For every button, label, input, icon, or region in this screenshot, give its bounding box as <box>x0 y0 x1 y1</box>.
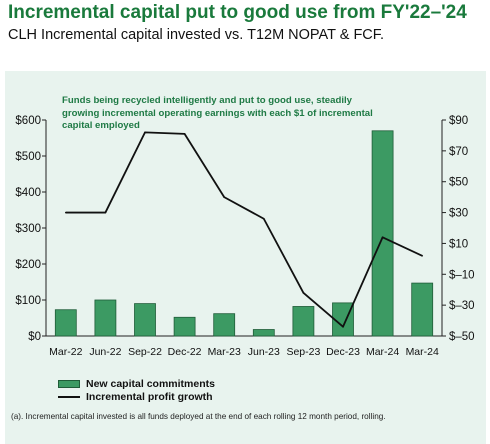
chart-panel <box>5 71 486 444</box>
x-tick-label: Sep-23 <box>286 346 320 358</box>
x-tick-label: Mar-24 <box>406 346 439 358</box>
y-right-tick-label: $–50 <box>449 331 475 343</box>
bar <box>292 306 315 337</box>
legend-entry-line: Incremental profit growth <box>58 390 215 403</box>
y-right-tick-label: $50 <box>449 177 468 189</box>
x-tick-label: Mar-24 <box>366 346 399 358</box>
y-right-tick-label: $–10 <box>449 269 475 281</box>
line-point <box>342 325 344 328</box>
bar <box>332 302 354 337</box>
line-point <box>223 196 225 198</box>
chart-title: Incremental capital put to good use from… <box>8 2 467 23</box>
line-point <box>302 292 305 294</box>
x-tick-label: Mar-22 <box>49 346 82 358</box>
chart-annotation: Funds being recycled intelligently and p… <box>62 95 373 131</box>
bar <box>134 303 156 337</box>
legend-entry-bars: New capital commitments <box>58 377 215 390</box>
series-line <box>65 131 423 328</box>
bar <box>173 316 196 337</box>
y-left-tick-label: $200 <box>15 259 41 271</box>
chart-legend: New capital commitments Incremental prof… <box>58 377 215 403</box>
chart-subtitle: CLH Incremental capital invested vs. T12… <box>8 27 385 43</box>
y-left-tick-label: $100 <box>15 295 41 307</box>
y-left-tick-label: $600 <box>15 115 41 127</box>
x-tick-label: Dec-22 <box>168 346 202 358</box>
footnote: (a). Incremental capital invested is all… <box>11 412 386 421</box>
x-tick-label: Jun-22 <box>89 346 121 358</box>
y-right-tick-label: $–30 <box>449 300 475 312</box>
x-tick-label: Sep-22 <box>128 346 162 358</box>
line-point <box>381 236 384 239</box>
y-right-tick-label: $10 <box>449 238 468 250</box>
line-point <box>144 131 146 134</box>
bar <box>411 282 434 337</box>
legend-label-line: Incremental profit growth <box>86 390 213 403</box>
y-right-tick-label: $90 <box>449 115 468 127</box>
y-left-tick-label: $0 <box>28 331 41 343</box>
bar <box>54 309 77 337</box>
y-left-tick-label: $400 <box>15 187 41 199</box>
line-point <box>183 133 186 135</box>
line-point <box>65 211 67 214</box>
bar <box>371 130 394 337</box>
x-tick-label: Dec-23 <box>326 346 360 358</box>
y-left-tick-label: $500 <box>15 151 41 163</box>
y-right-tick-label: $70 <box>449 146 468 158</box>
bar <box>252 329 275 337</box>
line-point <box>263 217 265 220</box>
line-point <box>104 211 107 214</box>
bar <box>213 313 236 337</box>
legend-swatch-bar <box>58 379 80 388</box>
y-right-tick-label: $30 <box>449 208 468 220</box>
y-left-tick-label: $300 <box>15 223 41 235</box>
legend-swatch-line <box>58 395 80 398</box>
line-point <box>421 254 424 257</box>
x-tick-label: Jun-23 <box>248 346 280 358</box>
bar <box>94 299 117 337</box>
legend-label-bars: New capital commitments <box>86 377 215 390</box>
x-tick-label: Mar-23 <box>208 346 241 358</box>
